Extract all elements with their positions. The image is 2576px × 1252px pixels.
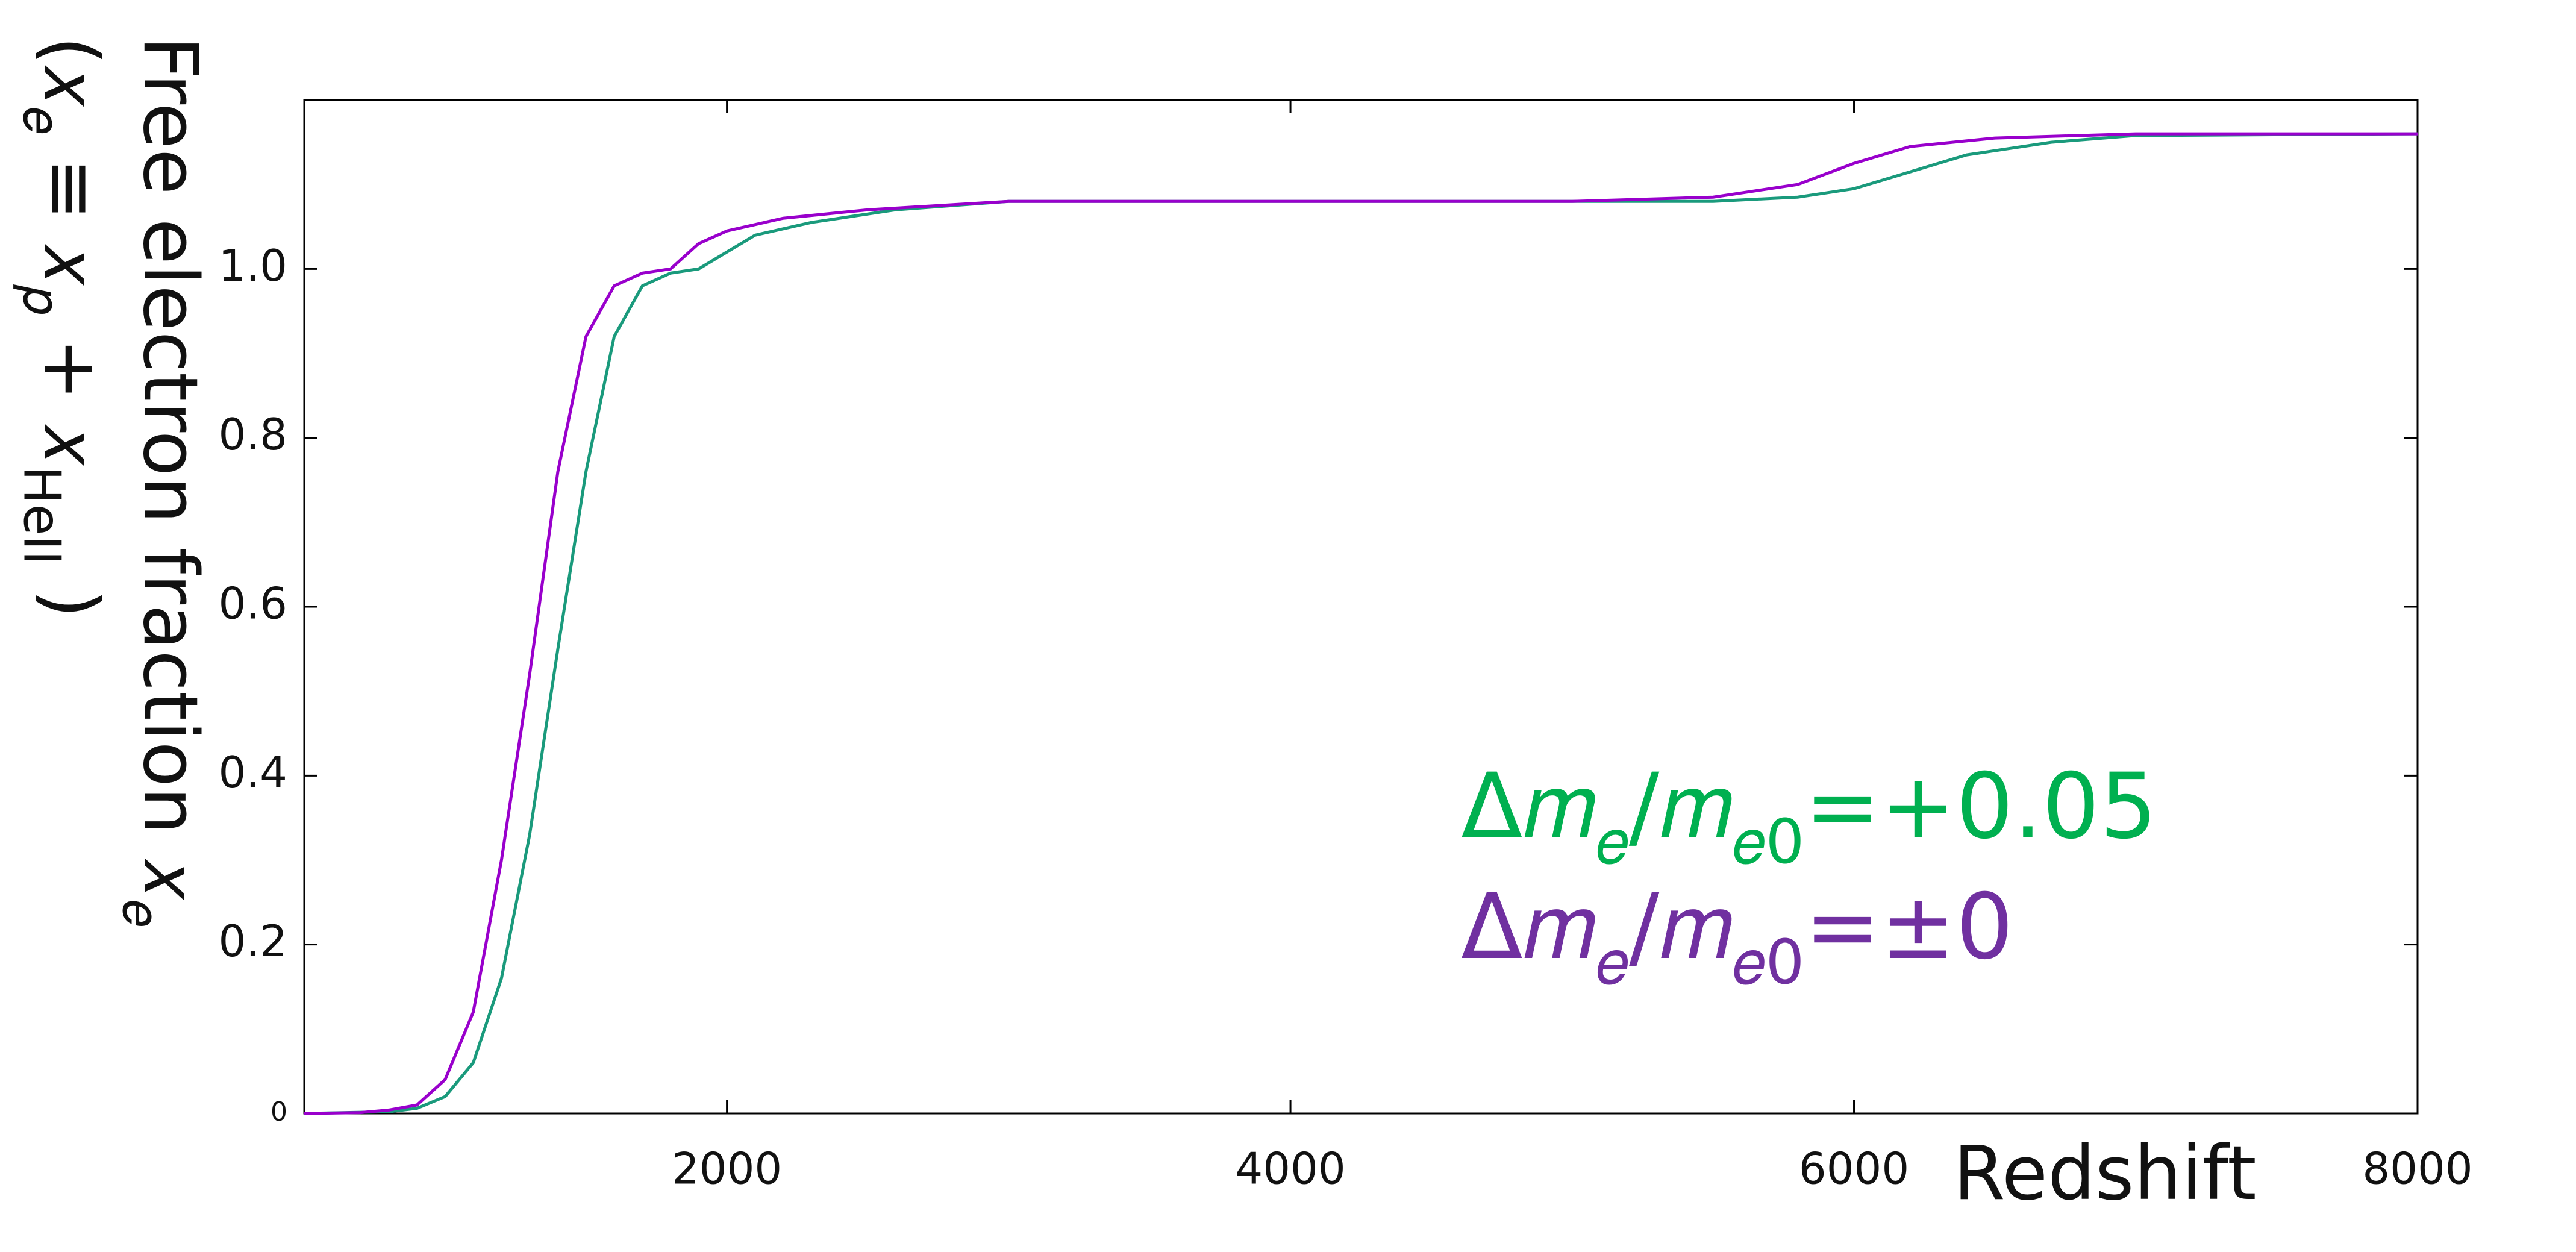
- text-part: Δ𝑚: [1461, 875, 1596, 980]
- y-tick-label: 1.0: [218, 240, 287, 291]
- legend-entry: Δ𝑚𝑒/𝑚𝑒0=+0.05: [1461, 754, 2157, 878]
- subscript: 𝑒: [111, 900, 170, 927]
- subscript: 𝑒: [12, 107, 71, 134]
- text-part: /𝑚: [1629, 875, 1733, 980]
- subscript: 𝑒: [1596, 806, 1628, 878]
- plot-frame: [303, 99, 2419, 1115]
- y-tick-label: 0.4: [218, 747, 287, 798]
- x-axis-label: Redshift: [1953, 1130, 2256, 1217]
- series-line: [304, 132, 2418, 1115]
- y-tick-label: 0.6: [218, 578, 287, 629]
- text-part: + 𝑥: [27, 314, 114, 466]
- y-tick-label: 0.8: [218, 409, 287, 460]
- y-axis-label: Free electron fraction 𝑥𝑒: [111, 36, 213, 927]
- subscript: 𝑒: [1596, 927, 1628, 998]
- text-part: ≡ 𝑥: [27, 134, 114, 286]
- subscript: HeII: [12, 466, 71, 565]
- text-part: Free electron fraction 𝑥: [127, 36, 213, 900]
- x-tick-label: 2000: [672, 1144, 782, 1194]
- x-tick-label: 6000: [1799, 1144, 1909, 1194]
- legend-entry: Δ𝑚𝑒/𝑚𝑒0=±0: [1461, 875, 2013, 998]
- series-line: [304, 132, 2418, 1115]
- text-part: =+0.05: [1804, 754, 2157, 859]
- text-part: =±0: [1804, 875, 2013, 980]
- y-tick-label: 0.2: [218, 916, 287, 966]
- subscript: 𝑒0: [1733, 806, 1804, 878]
- y-tick-label: 0: [270, 1097, 287, 1127]
- subscript: 𝑒0: [1733, 927, 1804, 998]
- x-tick-label: 8000: [2362, 1144, 2472, 1194]
- text-part: (𝑥: [27, 36, 114, 107]
- subscript: 𝑝: [12, 284, 71, 314]
- text-part: ): [27, 565, 114, 618]
- text-part: Δ𝑚: [1461, 754, 1596, 859]
- text-part: /𝑚: [1629, 754, 1733, 859]
- y-axis-label: (𝑥𝑒 ≡ 𝑥𝑝 + 𝑥HeII ): [12, 36, 114, 618]
- x-tick-label: 4000: [1235, 1144, 1345, 1194]
